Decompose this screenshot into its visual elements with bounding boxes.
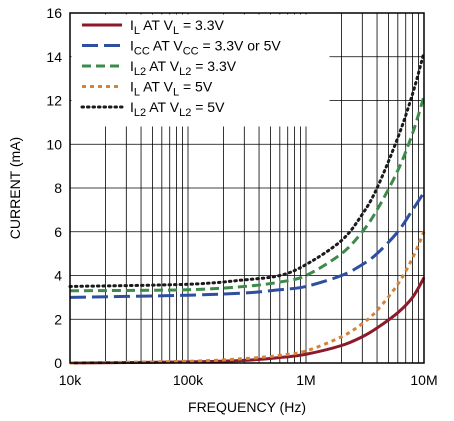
legend-label-3: IL2 AT VL2 = 3.3V	[130, 58, 237, 78]
legend-subscript: L	[134, 87, 140, 99]
legend-label-5: IL2 AT VL2 = 5V	[130, 99, 225, 119]
legend-text-part: = 3.3V	[191, 58, 236, 74]
x-tick-label: 10M	[410, 372, 437, 388]
x-axis-label: FREQUENCY (Hz)	[188, 399, 306, 415]
legend-subscript: L2	[179, 66, 191, 78]
x-tick-label: 1M	[296, 372, 315, 388]
y-tick-label: 12	[46, 93, 62, 109]
series-line-3	[69, 95, 426, 293]
series-line-5	[68, 50, 426, 288]
legend-text-part: = 5V	[191, 99, 225, 115]
legend-text-part: AT V	[140, 17, 174, 33]
legend-subscript: CC	[134, 46, 150, 58]
series-line-4	[69, 231, 426, 365]
x-tick-label: 100k	[173, 372, 204, 388]
y-tick-label: 0	[54, 355, 62, 371]
legend-text-part: = 5V	[179, 79, 213, 95]
legend-subscript: L2	[134, 107, 146, 119]
series-line-1	[69, 276, 426, 365]
legend-subscript: L	[173, 87, 179, 99]
legend-subscript: L2	[134, 66, 146, 78]
series-lines	[68, 50, 426, 365]
legend-text-part: AT V	[140, 79, 174, 95]
series-line-2	[69, 191, 426, 299]
legend-subscript: L	[173, 25, 179, 37]
legend-label-2: ICC AT VCC = 3.3V or 5V	[130, 38, 281, 58]
x-axis-ticks: 10k 100k 1M 10M	[59, 372, 438, 388]
y-axis-label: CURRENT (mA)	[7, 137, 23, 239]
legend-text-part: I	[130, 99, 134, 115]
legend-text-part: I	[130, 79, 134, 95]
legend-text-part: I	[130, 38, 134, 54]
y-tick-label: 10	[46, 136, 62, 152]
legend-subscript: L	[134, 25, 140, 37]
legend-label-1: IL AT VL = 3.3V	[130, 17, 225, 37]
legend-text-part: = 3.3V	[179, 17, 224, 33]
legend-text-part: AT V	[146, 99, 180, 115]
y-tick-label: 14	[46, 49, 62, 65]
y-tick-label: 6	[54, 224, 62, 240]
plot-frame	[69, 12, 425, 364]
legend-text-part: I	[130, 58, 134, 74]
x-tick-label: 10k	[59, 372, 83, 388]
y-tick-label: 8	[54, 180, 62, 196]
legend-subscript: CC	[183, 46, 199, 58]
legend-text-part: I	[130, 17, 134, 33]
legend-text-part: = 3.3V or 5V	[199, 38, 282, 54]
legend-text-part: AT V	[150, 38, 184, 54]
legend-text-part: AT V	[146, 58, 180, 74]
y-tick-label: 16	[46, 5, 62, 21]
legend-subscript: L2	[179, 107, 191, 119]
y-tick-label: 4	[54, 268, 62, 284]
y-axis-ticks: 0 2 4 6 8 10 12 14 16	[46, 5, 62, 371]
legend-label-4: IL AT VL = 5V	[130, 79, 213, 99]
y-tick-label: 2	[54, 311, 62, 327]
